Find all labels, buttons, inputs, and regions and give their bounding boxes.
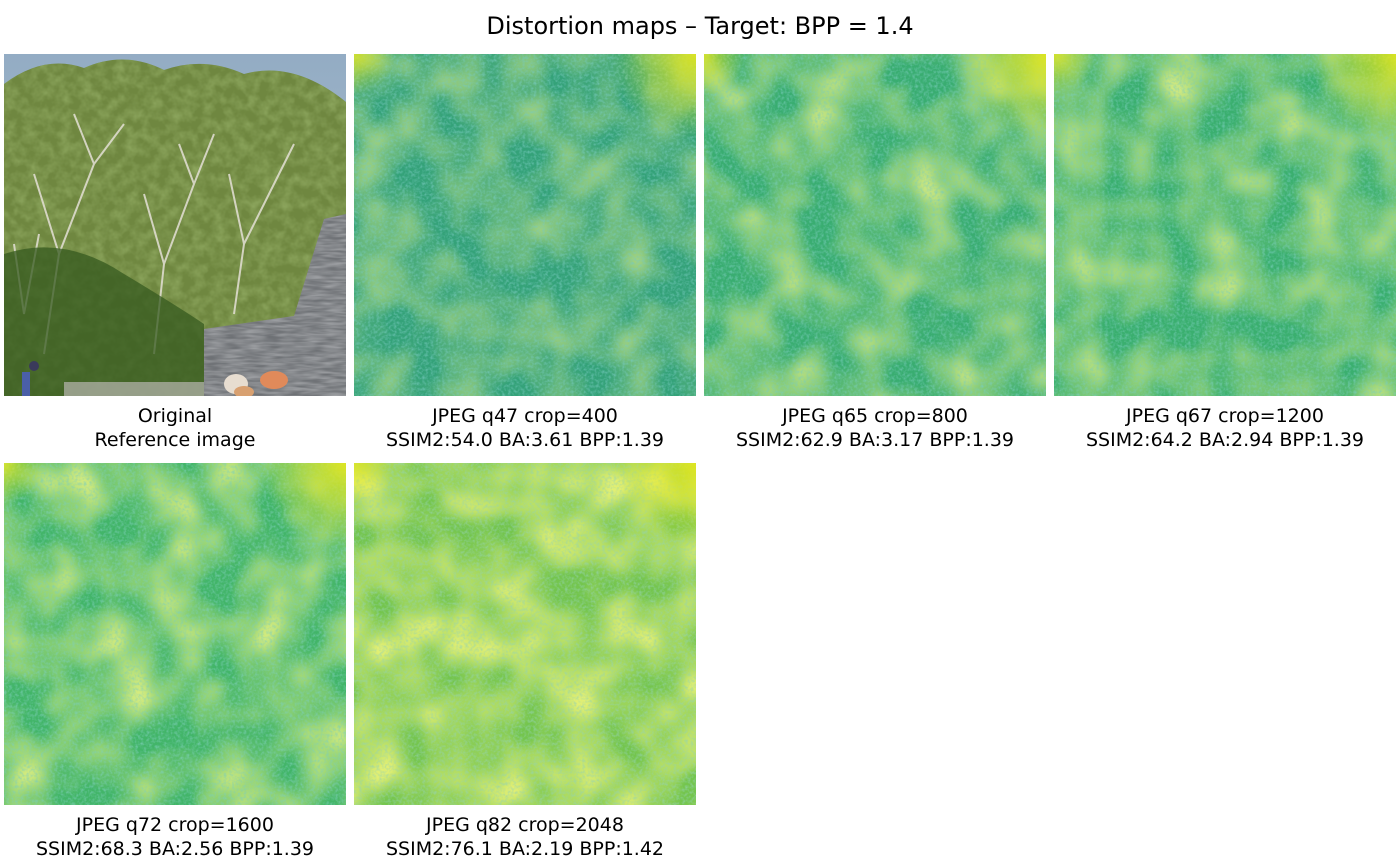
caption-line-1: JPEG q65 crop=800 <box>782 405 968 427</box>
distortion-map <box>354 463 696 805</box>
panel-map-q65: JPEG q65 crop=800 SSIM2:62.9 BA:3.17 BPP… <box>704 54 1046 452</box>
distortion-map <box>354 54 696 396</box>
panel-map-q47: JPEG q47 crop=400 SSIM2:54.0 BA:3.61 BPP… <box>354 54 696 452</box>
panel-map-q67: JPEG q67 crop=1200 SSIM2:64.2 BA:2.94 BP… <box>1054 54 1396 452</box>
panel-caption: JPEG q82 crop=2048 SSIM2:76.1 BA:2.19 BP… <box>354 813 696 861</box>
panel-map-q72: JPEG q72 crop=1600 SSIM2:68.3 BA:2.56 BP… <box>4 463 346 861</box>
caption-line-2: SSIM2:54.0 BA:3.61 BPP:1.39 <box>385 429 665 451</box>
distortion-map-svg <box>4 463 346 805</box>
panel-caption: JPEG q47 crop=400 SSIM2:54.0 BA:3.61 BPP… <box>354 404 696 452</box>
caption-line-1: JPEG q72 crop=1600 <box>76 814 274 836</box>
distortion-map <box>4 463 346 805</box>
caption-line-2: Reference image <box>94 429 256 451</box>
distortion-map-svg <box>704 54 1046 396</box>
panel-original: Original Reference image <box>4 54 346 452</box>
distortion-map <box>704 54 1046 396</box>
distortion-map-svg <box>354 54 696 396</box>
caption-line-2: SSIM2:62.9 BA:3.17 BPP:1.39 <box>735 429 1015 451</box>
caption-line-1: JPEG q82 crop=2048 <box>426 814 624 836</box>
original-photo-svg <box>4 54 346 396</box>
original-image <box>4 54 346 396</box>
distortion-map-svg <box>1054 54 1396 396</box>
caption-line-2: SSIM2:64.2 BA:2.94 BPP:1.39 <box>1085 429 1365 451</box>
caption-line-1: JPEG q67 crop=1200 <box>1126 405 1324 427</box>
panel-caption: JPEG q72 crop=1600 SSIM2:68.3 BA:2.56 BP… <box>4 813 346 861</box>
caption-line-1: JPEG q47 crop=400 <box>432 405 618 427</box>
panel-map-q82: JPEG q82 crop=2048 SSIM2:76.1 BA:2.19 BP… <box>354 463 696 861</box>
caption-line-1: Original <box>137 405 213 427</box>
figure-title: Distortion maps – Target: BPP = 1.4 <box>486 12 914 40</box>
distortion-map <box>1054 54 1396 396</box>
panel-caption: JPEG q65 crop=800 SSIM2:62.9 BA:3.17 BPP… <box>704 404 1046 452</box>
caption-line-2: SSIM2:68.3 BA:2.56 BPP:1.39 <box>35 838 315 860</box>
panel-caption: Original Reference image <box>4 404 346 452</box>
caption-line-2: SSIM2:76.1 BA:2.19 BPP:1.42 <box>385 838 665 860</box>
distortion-map-svg <box>354 463 696 805</box>
panel-caption: JPEG q67 crop=1200 SSIM2:64.2 BA:2.94 BP… <box>1054 404 1396 452</box>
